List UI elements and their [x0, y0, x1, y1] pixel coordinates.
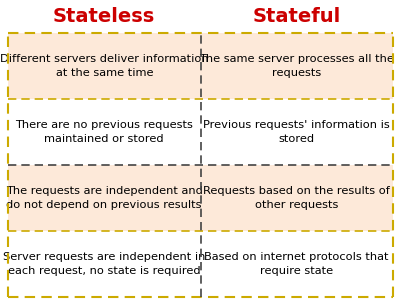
Text: There are no previous requests
maintained or stored: There are no previous requests maintaine… — [15, 120, 193, 144]
Bar — [8, 99, 200, 165]
Bar — [200, 231, 393, 297]
Text: The same server processes all the
requests: The same server processes all the reques… — [199, 54, 394, 77]
Bar — [200, 165, 393, 231]
Text: The requests are independent and
do not depend on previous results: The requests are independent and do not … — [6, 186, 203, 210]
Text: Different servers deliver information
at the same time: Different servers deliver information at… — [0, 54, 209, 77]
Text: Requests based on the results of
other requests: Requests based on the results of other r… — [203, 186, 390, 210]
Text: Previous requests' information is
stored: Previous requests' information is stored — [203, 120, 390, 144]
Bar — [8, 165, 200, 231]
Bar — [8, 33, 200, 99]
Text: Based on internet protocols that
require state: Based on internet protocols that require… — [205, 253, 389, 276]
Text: Stateful: Stateful — [253, 7, 341, 26]
Bar — [200, 99, 393, 165]
Text: Stateless: Stateless — [53, 7, 155, 26]
Bar — [200, 33, 393, 99]
Text: Server requests are independent in
each request, no state is required: Server requests are independent in each … — [3, 253, 205, 276]
Bar — [8, 231, 200, 297]
